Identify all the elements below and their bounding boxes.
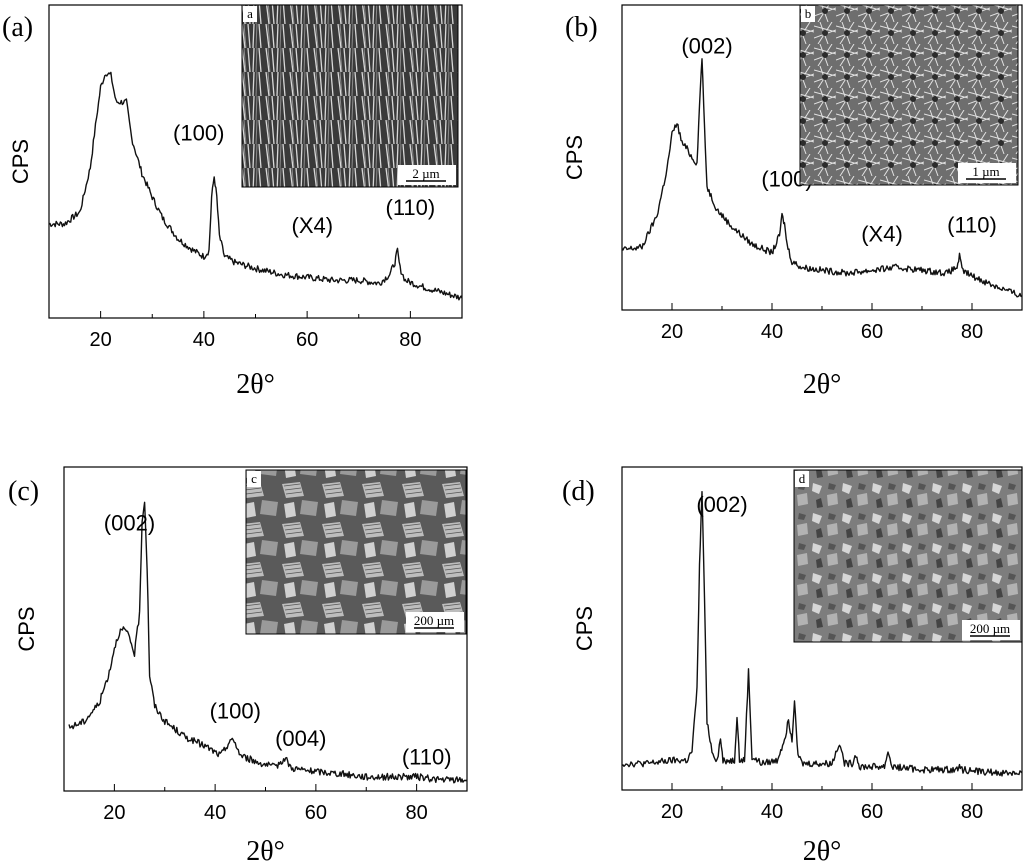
- inset-letter-box: [243, 6, 257, 22]
- x-tick-label: 60: [305, 802, 327, 824]
- scale-bar-box: [406, 612, 464, 632]
- x-tick-label: 40: [761, 321, 783, 343]
- peak-annotation: (110): [386, 195, 436, 220]
- panel-label: (a): [2, 12, 33, 43]
- sem-micrograph-image: [793, 469, 1023, 643]
- x-axis-label: 2θ°: [803, 369, 842, 400]
- y-axis-label: CPS: [8, 139, 33, 184]
- peak-annotation: (004): [275, 726, 326, 751]
- scale-bar-label: 200 µm: [970, 621, 1010, 636]
- xrd-pattern-line: [48, 71, 463, 301]
- scale-bar-box: [398, 165, 456, 185]
- x-tick-label: 40: [204, 802, 226, 824]
- inset-letter-box: [801, 6, 815, 22]
- x-tick-label: 60: [296, 329, 318, 351]
- x-tick-label: 40: [761, 801, 783, 823]
- panel-label: (c): [8, 476, 39, 507]
- x-tick-label: 60: [861, 801, 883, 823]
- sem-micrograph-image: [799, 4, 1019, 186]
- sem-inset: d 200 µm: [793, 469, 1023, 643]
- panel-label: (b): [565, 12, 598, 43]
- panel-0: 20 40 60 80 CPS 2θ° (a) (100) (X4) (110) a 2 µm: [2, 4, 463, 400]
- y-axis-label: CPS: [572, 606, 597, 651]
- inset-letter: b: [805, 6, 812, 21]
- inset-letter: d: [799, 471, 806, 486]
- peak-annotation: (110): [947, 213, 997, 238]
- panel-3: 20 40 60 80 CPS 2θ° (d) (002) d 200 µm: [562, 466, 1023, 864]
- x-tick-label: 20: [90, 329, 112, 351]
- xrd-pattern-line: [621, 491, 1023, 777]
- scale-bar-label: 1 µm: [972, 164, 999, 179]
- x-tick-label: 20: [661, 801, 683, 823]
- inset-letter-box: [795, 471, 809, 487]
- sem-inset: a 2 µm: [241, 4, 459, 188]
- x-tick-label: 60: [861, 321, 883, 343]
- peak-annotation: (002): [104, 510, 155, 535]
- x-tick-label: 80: [406, 802, 428, 824]
- panel-2: 20 40 60 80 CPS 2θ° (c) (002) (100) (004) (110) c 20…: [8, 466, 468, 864]
- xrd-pattern-line: [621, 58, 1023, 298]
- y-axis-label: CPS: [562, 135, 587, 180]
- inset-letter: c: [251, 471, 257, 486]
- x-tick-label: 20: [103, 802, 125, 824]
- scale-bar-box: [958, 163, 1016, 183]
- scale-bar-label: 2 µm: [412, 166, 439, 181]
- inset-letter-box: [247, 471, 261, 487]
- inset-letter: a: [247, 6, 253, 21]
- xrd-pattern-line: [68, 501, 468, 784]
- peak-annotation: (100): [210, 698, 261, 723]
- x-axis-label: 2θ°: [246, 836, 285, 864]
- peak-annotation: (X4): [292, 213, 334, 238]
- panel-label: (d): [562, 476, 595, 507]
- x-axis-label: 2θ°: [236, 369, 275, 400]
- y-axis-label: CPS: [14, 606, 39, 651]
- x-tick-label: 80: [961, 321, 983, 343]
- x-tick-label: 40: [193, 329, 215, 351]
- sem-micrograph-image: [241, 4, 459, 188]
- peak-annotation: (110): [402, 745, 452, 770]
- peak-annotation: (002): [696, 492, 747, 517]
- peak-annotation: (100): [173, 121, 224, 146]
- sem-inset: b 1 µm: [799, 4, 1019, 186]
- x-tick-label: 80: [961, 801, 983, 823]
- scale-bar-box: [962, 620, 1020, 640]
- x-axis-label: 2θ°: [803, 836, 842, 864]
- sem-inset: c 200 µm: [245, 469, 467, 635]
- x-tick-label: 80: [399, 329, 421, 351]
- peak-annotation: (002): [681, 33, 732, 58]
- x-tick-label: 20: [661, 321, 683, 343]
- scale-bar-label: 200 µm: [414, 613, 454, 628]
- sem-micrograph-image: [245, 469, 467, 635]
- peak-annotation: (X4): [861, 221, 903, 246]
